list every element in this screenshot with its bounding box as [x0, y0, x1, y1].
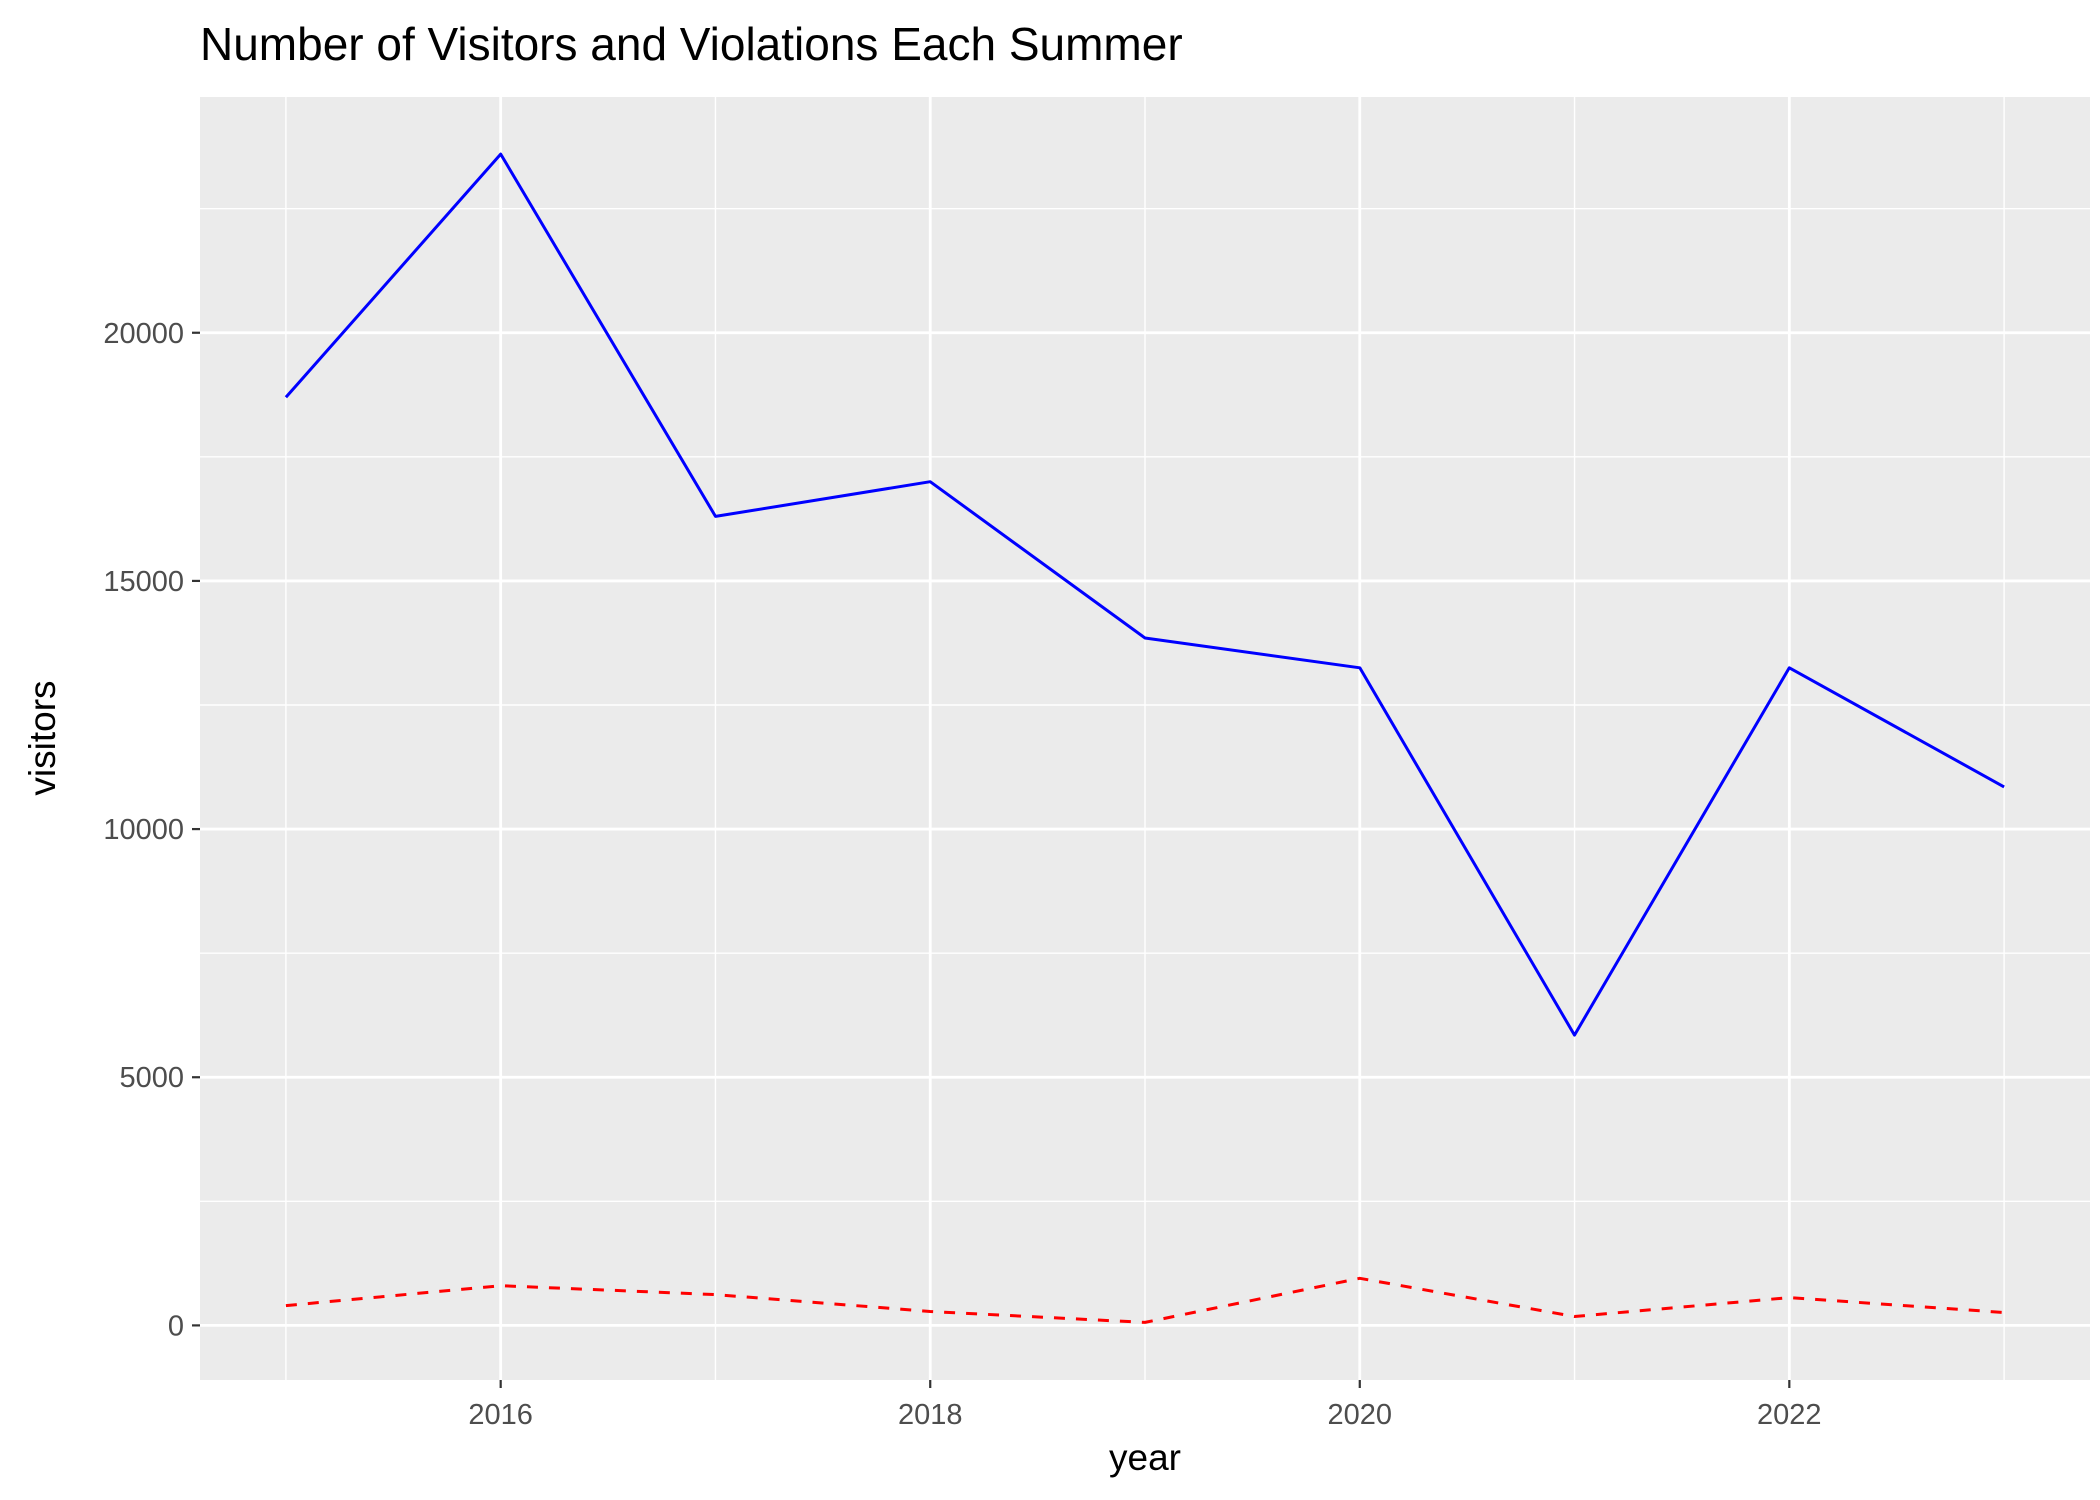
chart-title: Number of Visitors and Violations Each S… [200, 18, 1183, 70]
series-line-visitors [284, 152, 2005, 1037]
x-tick-label: 2020 [1328, 1399, 1393, 1431]
major-gridlines [200, 97, 2090, 1380]
y-tick-label: 20000 [103, 318, 184, 350]
y-tick-label: 5000 [119, 1062, 184, 1094]
y-axis: 0 5000 10000 15000 20000 [103, 318, 200, 1342]
y-tick-label: 0 [168, 1310, 184, 1342]
series-line-violations [285, 1276, 2005, 1324]
series-lines [284, 152, 2005, 1324]
x-tick-label: 2022 [1757, 1399, 1822, 1431]
x-tick-label: 2018 [898, 1399, 963, 1431]
x-axis-title: year [1109, 1437, 1181, 1478]
x-axis: 2016 2018 2020 2022 [468, 1380, 1822, 1431]
y-axis-title: visitors [22, 680, 63, 795]
x-tick-label: 2016 [468, 1399, 533, 1431]
y-tick-label: 15000 [103, 566, 184, 598]
y-tick-label: 10000 [103, 814, 184, 846]
